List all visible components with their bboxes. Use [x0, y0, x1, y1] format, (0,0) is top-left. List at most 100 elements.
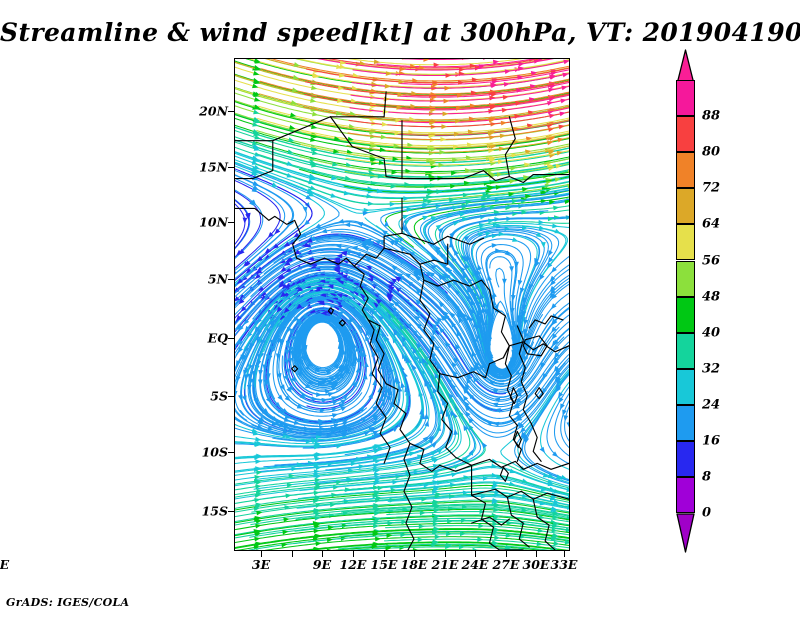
streamline-arrow	[504, 250, 511, 257]
streamline-arrow	[547, 216, 554, 222]
streamline-arrow	[363, 207, 370, 213]
streamline-arrow	[430, 216, 438, 221]
streamline-arrow	[540, 241, 546, 249]
streamline-arrow	[253, 156, 260, 162]
streamline-arrow	[477, 264, 482, 271]
x-tick-label: 9E	[312, 557, 332, 572]
streamline-arrow	[501, 107, 508, 113]
streamline-arrow	[256, 256, 263, 262]
streamline-arrow	[236, 249, 243, 256]
streamline-arrow	[406, 207, 413, 213]
streamline-arrow	[311, 85, 318, 91]
streamline-arrow	[415, 310, 422, 317]
streamline	[235, 152, 569, 194]
streamline-arrow	[320, 228, 328, 234]
streamline	[235, 117, 569, 154]
streamline-arrow	[362, 246, 370, 251]
streamline	[306, 67, 569, 84]
streamline-arrow	[439, 252, 446, 259]
streamline	[235, 262, 565, 401]
streamline-arrow	[311, 162, 318, 168]
streamline-arrow	[312, 111, 319, 117]
streamline-arrow	[430, 264, 437, 270]
streamline-arrow	[348, 124, 355, 129]
streamline	[235, 130, 569, 167]
x-tick-label: 27E	[492, 557, 520, 572]
streamline-arrow	[251, 187, 258, 193]
streamline-arrow	[453, 144, 460, 150]
streamline-arrow	[459, 266, 466, 273]
streamline-arrow	[547, 257, 554, 264]
streamline-arrow	[451, 170, 458, 176]
streamline	[235, 247, 505, 384]
streamline-arrow	[516, 382, 523, 388]
streamline-field	[235, 59, 569, 550]
streamline-arrow	[489, 135, 496, 140]
streamline	[235, 73, 569, 109]
streamline-arrow	[248, 200, 255, 207]
streamline-arrow	[285, 267, 292, 273]
streamline-arrow	[254, 97, 261, 102]
streamline	[235, 262, 440, 335]
streamline	[298, 168, 569, 188]
streamline-arrow	[452, 205, 459, 211]
streamline-arrow	[440, 314, 447, 321]
streamline-arrow	[239, 293, 246, 300]
streamline-arrow	[336, 253, 343, 259]
streamline-arrow	[416, 270, 423, 277]
colorbar-tick-label: 16	[702, 433, 721, 449]
streamline-arrow	[372, 404, 378, 411]
streamline-arrow	[514, 261, 519, 268]
streamline-arrow	[493, 303, 500, 310]
streamline-arrow	[238, 298, 245, 305]
streamline-arrow	[523, 328, 529, 336]
streamline-arrow	[439, 288, 446, 294]
streamline	[235, 199, 250, 249]
colorbar-band	[676, 188, 695, 225]
streamline-arrow	[310, 98, 317, 103]
colorbar-band	[676, 332, 695, 369]
streamline-arrow	[254, 66, 261, 71]
streamline-arrow	[379, 147, 386, 153]
streamline-arrow	[406, 155, 413, 161]
streamline	[235, 274, 409, 351]
colorbar-tick-label: 56	[702, 253, 721, 268]
streamline-arrow	[235, 324, 242, 331]
streamline-arrow	[473, 364, 479, 371]
streamline-arrow	[365, 329, 371, 337]
streamline-arrow	[410, 103, 417, 109]
streamline-arrow	[253, 146, 261, 151]
streamline-arrow	[277, 394, 284, 401]
streamline	[302, 118, 569, 135]
streamline-arrow	[465, 314, 471, 321]
streamline	[235, 146, 569, 187]
colorbar-band	[676, 260, 695, 297]
streamline	[235, 240, 543, 380]
streamline-arrow	[381, 121, 388, 127]
streamline-arrow	[245, 268, 252, 274]
streamline-arrow	[251, 140, 259, 146]
streamline-arrow	[412, 78, 419, 83]
streamline-arrow	[384, 83, 391, 89]
streamline-arrow	[324, 389, 331, 395]
streamline	[235, 258, 507, 395]
streamline-arrow	[340, 250, 348, 256]
streamline-arrow	[362, 210, 369, 216]
streamline-arrow	[237, 346, 244, 354]
streamline-arrow	[381, 229, 388, 236]
colorbar-tick-label: 80	[702, 144, 721, 160]
streamline	[320, 59, 551, 70]
streamline-arrow	[274, 228, 281, 235]
streamline-arrow	[494, 197, 501, 203]
streamline-arrow	[558, 396, 564, 404]
streamline-arrow	[311, 124, 318, 130]
streamline-arrow	[391, 169, 398, 175]
streamline-arrow	[525, 194, 532, 199]
streamline	[248, 59, 569, 88]
streamline-arrow	[436, 316, 443, 323]
streamline-arrow	[443, 258, 449, 265]
streamline-arrow	[415, 299, 422, 305]
streamline	[270, 59, 569, 82]
streamline-arrow	[253, 164, 261, 170]
streamline-arrow	[260, 294, 267, 301]
